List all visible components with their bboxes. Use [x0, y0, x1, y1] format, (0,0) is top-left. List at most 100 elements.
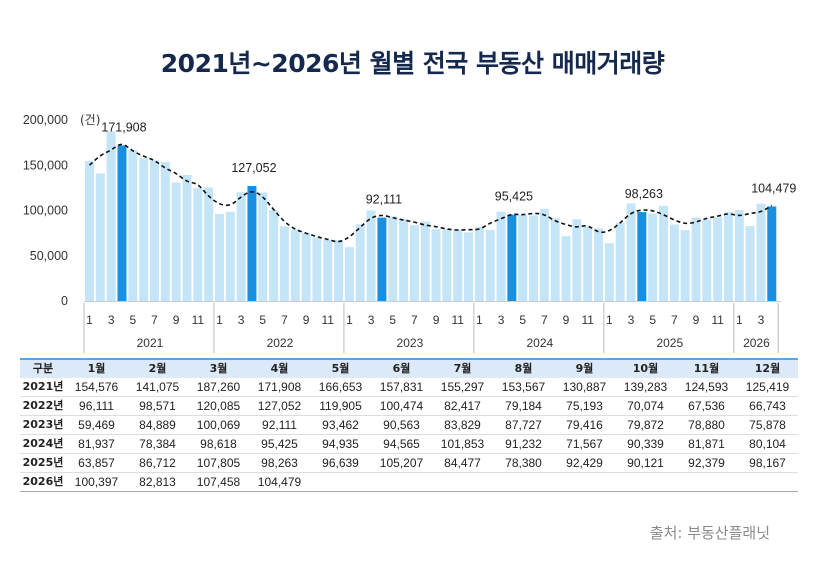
bar	[702, 219, 712, 301]
table-cell: 92,111	[262, 418, 297, 432]
y-tick-label: 150,000	[23, 158, 68, 172]
x-month-label: 7	[411, 313, 418, 327]
highlight-bar	[247, 186, 257, 301]
bar	[713, 217, 723, 301]
y-axis: 200,000 150,000 100,000 50,000 0	[23, 113, 68, 308]
table-row-label: 2026년	[22, 475, 64, 488]
table-cell	[310, 473, 371, 492]
table-cell: 91,232	[505, 437, 542, 451]
table-cell: 154,576	[74, 380, 119, 394]
bar	[139, 158, 149, 301]
table-cell: 90,121	[627, 456, 664, 470]
x-month-label: 1	[346, 313, 353, 327]
bar	[615, 222, 625, 301]
bar	[388, 216, 398, 301]
highlight-value-label: 171,908	[101, 120, 146, 134]
highlight-bar	[637, 212, 647, 301]
bar	[442, 228, 452, 301]
table-header-cell: 10월	[615, 358, 676, 378]
bar	[160, 162, 170, 301]
x-month-label: 1	[216, 313, 223, 327]
table-cell: 92,429	[566, 456, 603, 470]
data-table: 구분 1월 2월 3월 4월 5월 6월 7월 8월 9월 10월 11월 12…	[20, 358, 798, 492]
bar	[355, 224, 365, 301]
bar	[518, 215, 528, 301]
table-cell: 84,477	[444, 456, 481, 470]
table-cell: 75,878	[749, 418, 786, 432]
table-row: 2023년 59,469 84,889 100,069 92,111 93,462 90,5…	[20, 416, 798, 435]
highlight-bar	[767, 206, 777, 301]
table-cell: 81,871	[688, 437, 725, 451]
bar	[171, 182, 181, 301]
highlight-value-label: 92,111	[366, 193, 402, 207]
table-cell: 93,462	[322, 418, 359, 432]
table-cell	[676, 473, 737, 492]
y-tick-label: 200,000	[23, 113, 68, 127]
table-header-row: 구분 1월 2월 3월 4월 5월 6월 7월 8월 9월 10월 11월 12…	[20, 358, 798, 378]
bar	[485, 230, 495, 301]
table-cell: 84,889	[139, 418, 176, 432]
table-cell: 98,571	[139, 399, 176, 413]
x-month-label: 7	[541, 313, 548, 327]
table-cell: 107,805	[196, 456, 241, 470]
table-cell: 86,712	[139, 456, 176, 470]
table-cell: 101,853	[440, 437, 485, 451]
table-cell: 96,639	[322, 456, 359, 470]
table-cell: 130,887	[562, 380, 607, 394]
table-cell	[432, 473, 493, 492]
x-month-label: 7	[671, 313, 678, 327]
x-month-label: 11	[192, 313, 205, 327]
bar	[269, 210, 279, 301]
x-month-label: 1	[606, 313, 613, 327]
y-tick-label: 100,000	[23, 204, 68, 218]
table-cell: 100,474	[379, 399, 424, 413]
bar	[431, 229, 441, 301]
table-cell: 78,880	[688, 418, 725, 432]
table-row: 2022년 96,111 98,571 120,085 127,052 119,905 10…	[20, 397, 798, 416]
table-cell: 83,829	[444, 418, 481, 432]
table-cell: 127,052	[257, 399, 302, 413]
bar	[204, 187, 214, 301]
bar	[149, 160, 159, 301]
table-row-label: 2023년	[22, 418, 64, 431]
bar	[745, 226, 755, 301]
bar	[312, 237, 322, 301]
x-month-label: 5	[259, 313, 266, 327]
table-cell: 95,425	[261, 437, 298, 451]
trend-line	[88, 143, 773, 243]
x-month-label: 5	[649, 313, 656, 327]
table-cell: 98,618	[200, 437, 237, 451]
table-cell: 98,167	[749, 456, 786, 470]
bar	[691, 217, 701, 301]
highlight-bar	[117, 145, 127, 301]
bar	[669, 224, 679, 301]
table-row: 2024년 81,937 78,384 98,618 95,425 94,935 94,56…	[20, 435, 798, 454]
trend-line-path	[88, 143, 773, 243]
x-month-label: 3	[628, 313, 635, 327]
table-cell: 155,297	[440, 380, 485, 394]
x-month-label: 3	[368, 313, 375, 327]
bar	[344, 247, 354, 301]
bar	[323, 239, 333, 301]
bar	[409, 225, 419, 301]
bar	[680, 230, 690, 301]
table-cell: 187,260	[196, 380, 241, 394]
table-row: 2025년 63,857 86,712 107,805 98,263 96,639 105,…	[20, 454, 798, 473]
x-month-label: 9	[693, 313, 700, 327]
bar	[734, 210, 744, 301]
table-cell	[737, 473, 798, 492]
x-year-label: 2021	[137, 336, 164, 350]
bar	[572, 219, 582, 301]
bar	[604, 243, 614, 301]
table-cell	[493, 473, 554, 492]
highlight-value-label: 104,479	[751, 181, 796, 195]
table-header-cell: 7월	[432, 358, 493, 378]
table-cell: 78,380	[505, 456, 542, 470]
bar	[464, 232, 474, 301]
bar	[334, 240, 344, 301]
table-cell: 79,872	[627, 418, 664, 432]
table-body: 2021년 154,576 141,075 187,260 171,908 166,653…	[20, 378, 798, 492]
bar	[225, 211, 235, 301]
table-cell: 82,813	[139, 475, 176, 489]
